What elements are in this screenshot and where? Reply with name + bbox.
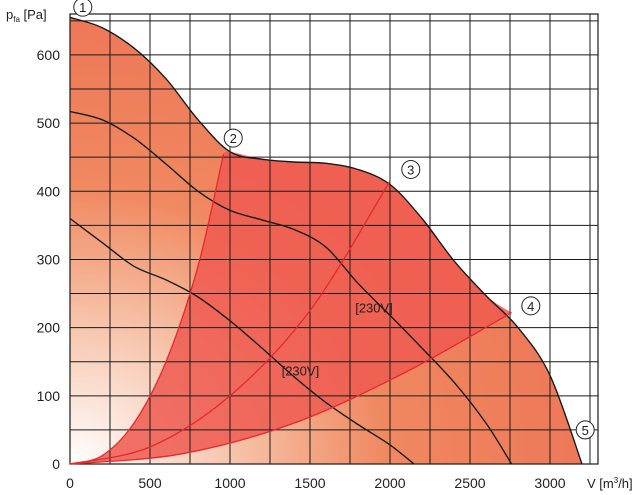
y-tick-label: 100	[37, 388, 61, 404]
x-axis-label: V [m3/h]	[587, 476, 633, 491]
marker-circle	[401, 159, 421, 179]
series-system-3	[69, 180, 391, 465]
x-tick-label: 2000	[374, 475, 405, 491]
y-axis-ticks: 0 100 200 300 400 500 600	[37, 47, 61, 472]
y-tick-label: 500	[37, 115, 61, 131]
curve-marker-4: 4	[521, 296, 541, 316]
plot-frame	[69, 13, 599, 465]
voltage-annotation: [230V]	[282, 363, 320, 378]
operating-field-inner	[70, 151, 512, 464]
annotations: [230V] [230V]	[282, 301, 393, 379]
marker-circle	[521, 296, 541, 316]
curve-marker-1: 1	[73, 0, 93, 17]
marker-circle	[73, 0, 93, 17]
x-tick-label: 1500	[294, 475, 325, 491]
y-tick-label: 0	[52, 456, 60, 472]
series-layer	[69, 16, 583, 465]
curve-marker-2: 2	[223, 128, 243, 148]
y-tick-label: 600	[37, 47, 61, 63]
marker-label: 1	[79, 0, 86, 15]
x-tick-label: 2500	[454, 475, 485, 491]
curve-markers: 1 2 3 4 5	[73, 0, 595, 440]
x-axis-ticks: 0 500 1000 1500 2000 2500 3000	[66, 475, 566, 491]
curve-marker-3: 3	[401, 159, 421, 179]
y-tick-label: 400	[37, 183, 61, 199]
grid	[69, 13, 599, 465]
y-axis-label: pfa [Pa]	[6, 7, 47, 24]
x-tick-label: 500	[138, 475, 162, 491]
y-tick-label: 200	[37, 320, 61, 336]
marker-label: 4	[527, 299, 534, 314]
x-tick-label: 1000	[214, 475, 245, 491]
series-system-2	[69, 153, 225, 465]
series-curve-max	[69, 16, 583, 465]
voltage-annotation: [230V]	[355, 301, 393, 316]
marker-label: 2	[230, 131, 237, 146]
x-tick-label: 3000	[534, 475, 565, 491]
curve-marker-5: 5	[575, 420, 595, 440]
x-tick-label: 0	[66, 475, 74, 491]
series-system-4	[69, 312, 512, 465]
marker-circle	[575, 420, 595, 440]
series-curve-low	[69, 217, 415, 465]
y-tick-label: 300	[37, 251, 61, 267]
marker-circle	[223, 128, 243, 148]
marker-label: 3	[407, 162, 414, 177]
series-curve-mid	[69, 110, 513, 465]
plot-area	[70, 17, 582, 464]
marker-label: 5	[582, 423, 589, 438]
